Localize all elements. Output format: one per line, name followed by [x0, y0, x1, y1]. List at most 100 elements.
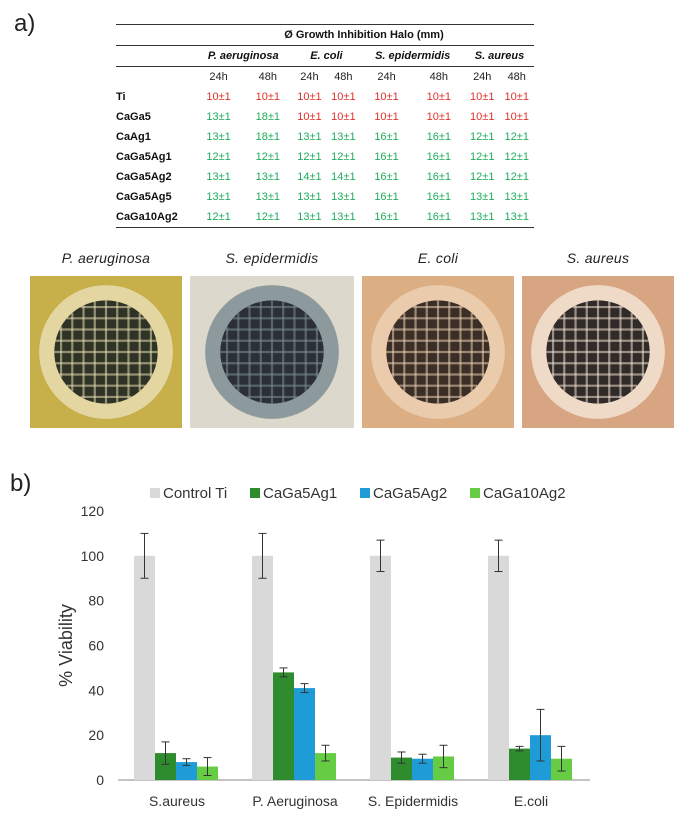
- panel-b-label: b): [10, 470, 32, 497]
- sample-name: Ti: [116, 91, 126, 103]
- x-tick-label: S. Epidermidis: [368, 793, 458, 809]
- halo-value: 13±1: [206, 171, 231, 183]
- legend-swatch: [250, 488, 260, 498]
- bar: [433, 756, 454, 780]
- y-tick-label: 80: [88, 593, 104, 609]
- halo-value: 13±1: [255, 191, 281, 203]
- sample-name: CaGa10Ag2: [116, 207, 194, 228]
- halo-value: 16±1: [426, 171, 452, 183]
- time-header: 48h: [507, 71, 526, 83]
- halo-value: 12±1: [470, 131, 495, 143]
- bar: [509, 748, 530, 780]
- photo-caption: S. epidermidis: [225, 250, 319, 266]
- halo-value: 13±1: [470, 191, 495, 203]
- y-tick-label: 40: [88, 682, 104, 698]
- legend-swatch: [150, 488, 160, 498]
- organism-header: S. aureus: [465, 45, 534, 67]
- bar: [294, 688, 315, 780]
- bar: [315, 753, 336, 780]
- halo-value: 12±1: [255, 151, 281, 163]
- x-tick-label: P. Aeruginosa: [252, 793, 338, 809]
- halo-value: 13±1: [499, 207, 534, 228]
- halo-value: 16±1: [426, 191, 452, 203]
- bar: [155, 753, 176, 780]
- halo-value: 12±1: [297, 151, 322, 163]
- legend-label: CaGa10Ag2: [483, 485, 566, 502]
- halo-value: 12±1: [470, 151, 495, 163]
- halo-value: 13±1: [297, 131, 322, 143]
- bar: [370, 555, 391, 780]
- viability-bar-chart: 0 20 40 60 80 100 120 % Viability Control Ti CaGa…: [56, 485, 590, 809]
- halo-value: 12±1: [504, 151, 529, 163]
- x-tick-label: S.aureus: [149, 793, 205, 809]
- halo-value: 10±1: [255, 91, 281, 103]
- petri-photo-s-epidermidis: [190, 276, 354, 428]
- halo-value: 13±1: [255, 171, 281, 183]
- photo-caption: E. coli: [417, 250, 459, 266]
- time-header: 48h: [258, 71, 277, 83]
- time-header: 24h: [377, 71, 396, 83]
- halo-value: 12±1: [243, 207, 293, 228]
- sample-name: CaGa5Ag1: [116, 151, 172, 163]
- halo-value: 13±1: [465, 207, 500, 228]
- photo-caption: S. aureus: [566, 250, 630, 266]
- y-axis-label: % Viability: [56, 604, 76, 687]
- time-header: 48h: [429, 71, 449, 83]
- time-header: 24h: [209, 71, 228, 83]
- bar: [134, 555, 155, 780]
- halo-value: 10±1: [206, 91, 231, 103]
- halo-value: 10±1: [426, 91, 452, 103]
- halo-value: 13±1: [206, 131, 231, 143]
- sample-name: CaGa5Ag5: [116, 191, 172, 203]
- halo-value: 12±1: [206, 151, 231, 163]
- legend-label: CaGa5Ag1: [263, 485, 337, 502]
- bar: [252, 555, 273, 780]
- time-header: 24h: [473, 71, 492, 83]
- halo-value: 13±1: [331, 131, 356, 143]
- halo-value: 10±1: [297, 111, 322, 123]
- table-row: CaGa10Ag2 12±1 12±1 13±1 13±1 16±1 16±1 13±1 13±…: [116, 207, 534, 228]
- organism-header: E. coli: [292, 45, 361, 67]
- table-row: CaGa5Ag2 13±1 13±1 14±1 14±1 16±1 16±1 12±1 12±1: [116, 167, 534, 187]
- table-row: Ti 10±1 10±1 10±1 10±1 10±1 10±1 10±1 10±1: [116, 87, 534, 107]
- halo-value: 12±1: [504, 131, 529, 143]
- table-title: Ø Growth Inhibition Halo (mm): [194, 24, 534, 46]
- halo-value: 16±1: [374, 131, 399, 143]
- halo-value: 12±1: [331, 151, 356, 163]
- halo-value: 12±1: [194, 207, 244, 228]
- sample-name: CaAg1: [116, 131, 151, 143]
- table-row: CaAg1 13±1 18±1 13±1 13±1 16±1 16±1 12±1 12±1: [116, 127, 534, 147]
- halo-value: 10±1: [297, 91, 322, 103]
- halo-value: 10±1: [426, 111, 452, 123]
- table-row: CaGa5 13±1 18±1 10±1 10±1 10±1 10±1 10±1 10±1: [116, 107, 534, 127]
- y-tick-label: 100: [81, 548, 105, 564]
- table-row: CaGa5Ag5 13±1 13±1 13±1 13±1 16±1 16±1 13±1 13±1: [116, 187, 534, 207]
- time-header: 48h: [334, 71, 353, 83]
- halo-value: 10±1: [504, 91, 529, 103]
- legend-label: CaGa5Ag2: [373, 485, 447, 502]
- halo-value: 18±1: [255, 131, 281, 143]
- organism-header: S. epidermidis: [360, 45, 466, 67]
- halo-value: 13±1: [206, 111, 231, 123]
- halo-value: 16±1: [374, 171, 399, 183]
- panel-a-label: a): [14, 10, 36, 37]
- halo-value: 13±1: [206, 191, 231, 203]
- halo-value: 12±1: [470, 171, 495, 183]
- halo-value: 13±1: [297, 191, 322, 203]
- legend-label: Control Ti: [163, 485, 227, 502]
- y-tick-label: 120: [81, 503, 105, 519]
- sample-name: CaGa5: [116, 111, 151, 123]
- halo-value: 16±1: [426, 151, 452, 163]
- petri-photo-e-coli: [362, 276, 514, 428]
- halo-value: 10±1: [504, 111, 529, 123]
- y-tick-label: 0: [96, 772, 104, 788]
- halo-value: 16±1: [374, 191, 399, 203]
- petri-photo-s-aureus: [522, 276, 674, 428]
- halo-value: 10±1: [374, 91, 399, 103]
- bar: [412, 758, 433, 780]
- bar: [176, 762, 197, 780]
- bar: [488, 555, 509, 780]
- photo-caption: P. aeruginosa: [61, 250, 151, 266]
- halo-value: 16±1: [374, 151, 399, 163]
- x-tick-label: E.coli: [514, 793, 548, 809]
